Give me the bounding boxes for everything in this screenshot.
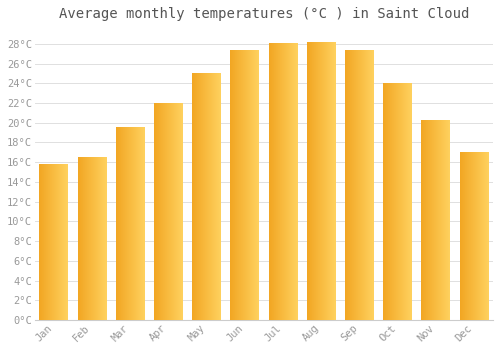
Bar [383,83,412,320]
Bar [116,128,144,320]
Bar [78,157,106,320]
Bar [154,103,182,320]
Bar [230,51,259,320]
Bar [268,44,298,320]
Bar [192,74,221,320]
Bar [40,164,68,320]
Title: Average monthly temperatures (°C ) in Saint Cloud: Average monthly temperatures (°C ) in Sa… [58,7,469,21]
Bar [345,51,374,320]
Bar [460,152,488,320]
Bar [307,43,336,320]
Bar [422,121,450,320]
